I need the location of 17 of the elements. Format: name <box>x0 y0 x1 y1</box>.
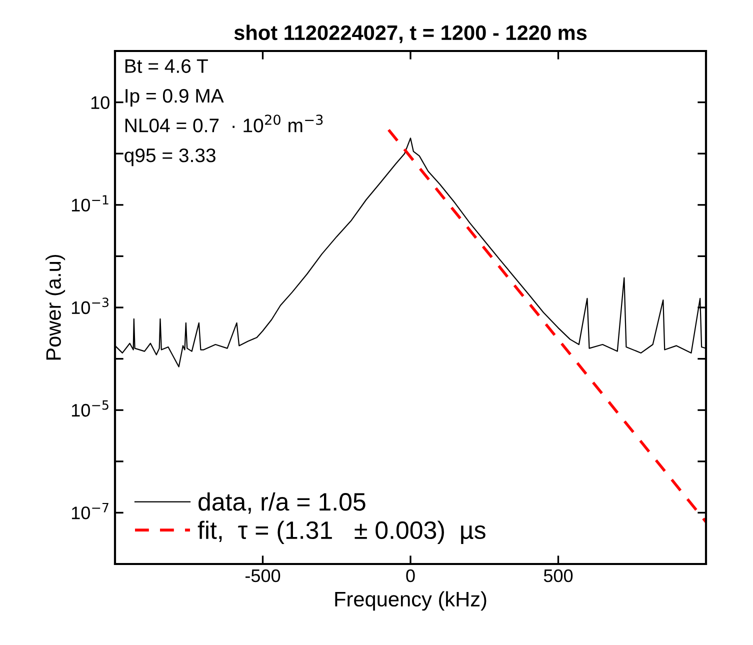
y-tick-label: 10$^{−5}$ <box>72 400 108 417</box>
y-tick-label: 10$^{−7}$ <box>72 502 108 520</box>
annotation: Bt = 4.6 T <box>125 59 208 73</box>
annotation: q95 = 3.33 <box>124 148 216 166</box>
y-axis-title: Power (a.u) <box>46 254 66 360</box>
y-tick-label: 10$^{−1}$ <box>72 195 108 212</box>
legend-label: fit, τ = (1.31 ± 0.003) µs <box>198 520 486 544</box>
annotation: NL04 = 0.7 · 10$^{20}$ m$^{−3}$ <box>125 114 323 132</box>
x-tick-label: 0 <box>406 569 415 582</box>
y-tick-label: 10 <box>91 96 110 110</box>
annotation: Ip = 0.9 MA <box>126 88 224 107</box>
x-axis-title: Frequency (kHz) <box>335 591 486 611</box>
chart-title: shot 1120224027, t = 1200 - 1220 ms <box>234 24 587 44</box>
x-tick-label: 500 <box>544 569 573 582</box>
x-tick-label: -500 <box>245 569 280 582</box>
legend-label: data, r/a = 1.05 <box>198 492 366 514</box>
y-tick-label: 10$^{−3}$ <box>72 298 108 314</box>
